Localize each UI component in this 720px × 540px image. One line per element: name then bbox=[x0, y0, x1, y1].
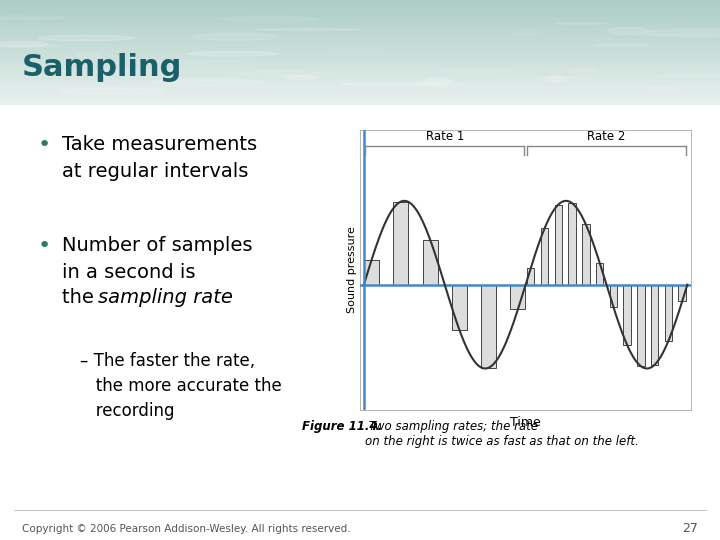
Ellipse shape bbox=[254, 29, 361, 31]
Ellipse shape bbox=[0, 42, 48, 47]
Bar bbox=[0, 58, 720, 63]
Bar bbox=[624, 285, 631, 345]
Text: Copyright © 2006 Pearson Addison-Wesley. All rights reserved.: Copyright © 2006 Pearson Addison-Wesley.… bbox=[22, 524, 350, 534]
Bar bbox=[364, 260, 379, 285]
Bar bbox=[0, 26, 720, 31]
Ellipse shape bbox=[530, 77, 601, 82]
Ellipse shape bbox=[424, 78, 451, 85]
Bar bbox=[0, 0, 720, 5]
Text: •: • bbox=[38, 236, 51, 256]
Ellipse shape bbox=[152, 79, 265, 86]
Bar bbox=[0, 73, 720, 79]
Text: – The faster the rate,
   the more accurate the
   recording: – The faster the rate, the more accurate… bbox=[80, 352, 282, 420]
Bar bbox=[0, 84, 720, 90]
Ellipse shape bbox=[641, 29, 720, 37]
Ellipse shape bbox=[546, 76, 567, 83]
Ellipse shape bbox=[59, 88, 166, 93]
Text: the: the bbox=[62, 288, 100, 307]
Bar bbox=[678, 285, 686, 301]
Text: Figure 11.4.: Figure 11.4. bbox=[302, 420, 382, 433]
Ellipse shape bbox=[132, 60, 228, 64]
Bar bbox=[582, 225, 590, 285]
Bar bbox=[0, 48, 720, 52]
Bar bbox=[0, 63, 720, 69]
Bar bbox=[510, 285, 526, 309]
Bar bbox=[0, 5, 720, 10]
Y-axis label: Sound pressure: Sound pressure bbox=[347, 227, 357, 313]
Text: 27: 27 bbox=[683, 522, 698, 535]
Ellipse shape bbox=[555, 22, 607, 25]
Bar bbox=[0, 90, 720, 95]
Text: Number of samples
in a second is: Number of samples in a second is bbox=[62, 236, 253, 281]
Ellipse shape bbox=[0, 45, 62, 48]
Bar bbox=[0, 42, 720, 48]
Ellipse shape bbox=[96, 69, 168, 73]
Ellipse shape bbox=[228, 71, 331, 76]
Bar bbox=[541, 228, 548, 285]
Bar bbox=[0, 79, 720, 84]
Text: Take measurements
at regular intervals: Take measurements at regular intervals bbox=[62, 136, 257, 181]
Bar bbox=[665, 285, 672, 341]
Ellipse shape bbox=[567, 68, 597, 74]
Text: Sampling: Sampling bbox=[22, 53, 182, 82]
Text: Rate 2: Rate 2 bbox=[588, 130, 626, 143]
Bar bbox=[0, 21, 720, 26]
Bar bbox=[637, 285, 644, 366]
Ellipse shape bbox=[223, 16, 316, 22]
Bar bbox=[568, 203, 576, 285]
Bar bbox=[527, 268, 534, 285]
Ellipse shape bbox=[511, 31, 539, 36]
Bar bbox=[554, 205, 562, 285]
Bar bbox=[0, 31, 720, 37]
Bar bbox=[651, 285, 658, 365]
Bar bbox=[0, 100, 720, 105]
Ellipse shape bbox=[76, 52, 99, 59]
Ellipse shape bbox=[192, 33, 276, 40]
Bar bbox=[0, 37, 720, 42]
Ellipse shape bbox=[644, 87, 683, 89]
Bar bbox=[0, 10, 720, 16]
Ellipse shape bbox=[595, 44, 648, 46]
Ellipse shape bbox=[284, 76, 317, 79]
Bar bbox=[0, 16, 720, 21]
Bar bbox=[610, 285, 617, 307]
Ellipse shape bbox=[441, 68, 513, 73]
Ellipse shape bbox=[0, 16, 66, 19]
X-axis label: Time: Time bbox=[510, 416, 541, 429]
Bar bbox=[393, 201, 408, 285]
Text: sampling rate: sampling rate bbox=[98, 288, 233, 307]
Bar bbox=[481, 285, 496, 368]
Ellipse shape bbox=[187, 51, 278, 56]
Ellipse shape bbox=[324, 52, 387, 55]
Bar bbox=[596, 262, 603, 285]
Text: •: • bbox=[38, 136, 51, 156]
Bar bbox=[0, 69, 720, 73]
Ellipse shape bbox=[416, 82, 465, 86]
Ellipse shape bbox=[658, 73, 720, 77]
Bar bbox=[0, 95, 720, 100]
Text: Two sampling rates; the rate
on the right is twice as fast as that on the left.: Two sampling rates; the rate on the righ… bbox=[365, 420, 639, 448]
Bar bbox=[452, 285, 467, 330]
Ellipse shape bbox=[38, 35, 134, 40]
Ellipse shape bbox=[341, 83, 441, 85]
Bar bbox=[423, 240, 438, 285]
Bar bbox=[0, 52, 720, 58]
Ellipse shape bbox=[608, 27, 647, 35]
Text: Rate 1: Rate 1 bbox=[426, 130, 464, 143]
